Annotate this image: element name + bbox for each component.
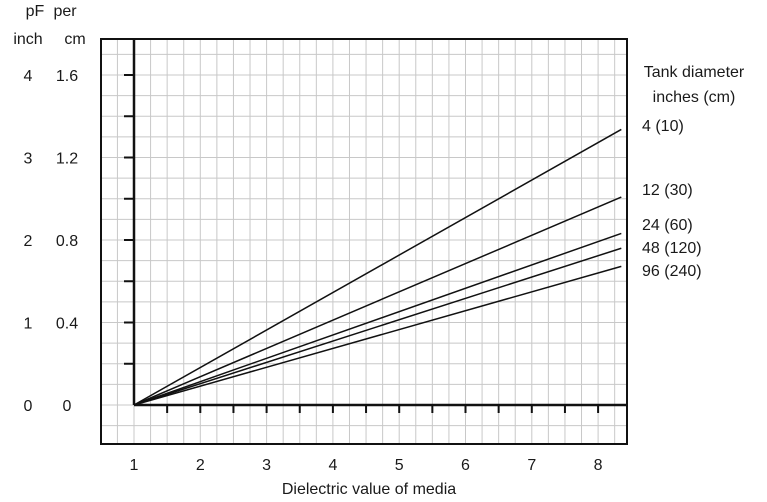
- y-header-left-line2: inch: [13, 31, 42, 48]
- y-tick-label-pf-cm: 0.8: [56, 233, 78, 250]
- series-label: 24 (60): [642, 217, 693, 234]
- x-tick-label: 4: [328, 457, 337, 474]
- x-axis-label: Dielectric value of media: [282, 481, 456, 498]
- y-tick-label-pf-inch: 1: [24, 316, 33, 333]
- legend-title-line2: inches (cm): [653, 89, 736, 106]
- y-header-right-line2: cm: [64, 31, 85, 48]
- y-tick-label-pf-inch: 3: [24, 151, 33, 168]
- y-tick-label-pf-cm: 1.2: [56, 151, 78, 168]
- series-line: [133, 247, 622, 406]
- y-tick-label-pf-inch: 2: [24, 233, 33, 250]
- series-label: 4 (10): [642, 118, 684, 135]
- series-label: 48 (120): [642, 240, 702, 257]
- series-lines: [133, 128, 622, 406]
- series-line: [133, 232, 622, 406]
- series-line: [133, 265, 622, 406]
- plot-frame: [100, 38, 628, 445]
- y-tick-label-pf-cm: 1.6: [56, 68, 78, 85]
- x-tick-label: 2: [196, 457, 205, 474]
- series-label: 12 (30): [642, 182, 693, 199]
- x-tick-label: 6: [461, 457, 470, 474]
- y-header-right-line1: per: [53, 3, 77, 20]
- series-line: [133, 128, 622, 406]
- y-tick-label-pf-cm: 0: [63, 398, 72, 415]
- x-tick-label: 5: [395, 457, 404, 474]
- labels: pF per inch cm Tank diameter inches (cm)…: [13, 3, 745, 498]
- legend-title-line1: Tank diameter: [644, 64, 745, 81]
- y-tick-label-pf-inch: 4: [24, 68, 33, 85]
- y-header-left-line1: pF: [26, 3, 45, 20]
- x-tick-label: 1: [130, 457, 139, 474]
- x-tick-label: 3: [262, 457, 271, 474]
- y-tick-label-pf-inch: 0: [24, 398, 33, 415]
- grid: [101, 39, 627, 444]
- y-tick-label-pf-cm: 0.4: [56, 316, 78, 333]
- x-tick-label: 8: [594, 457, 603, 474]
- axes: [124, 39, 627, 413]
- x-tick-label: 7: [527, 457, 536, 474]
- series-label: 96 (240): [642, 263, 702, 280]
- series-line: [133, 196, 622, 406]
